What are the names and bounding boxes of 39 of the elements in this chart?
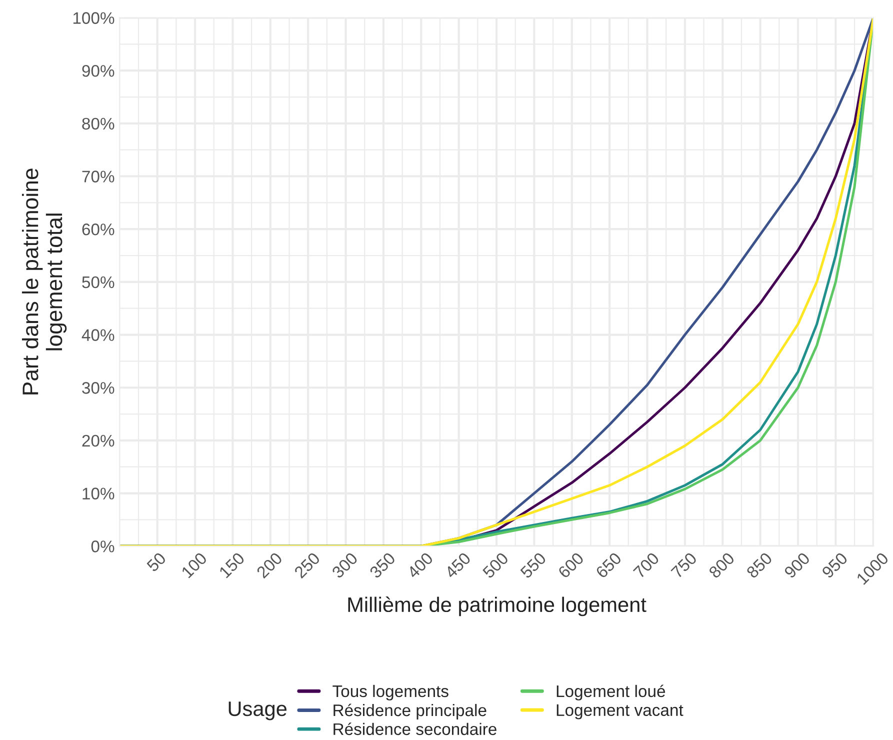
x-tick-label: 200 <box>256 552 283 579</box>
y-tick-label: 30% <box>82 382 114 394</box>
x-tick-label: 250 <box>294 552 321 579</box>
y-tick-label: 40% <box>82 329 114 341</box>
y-tick-label: 70% <box>82 170 114 182</box>
y-tick-label: 80% <box>82 118 114 130</box>
y-tick-label: 0% <box>91 540 114 552</box>
x-tick-label: 50 <box>146 552 167 572</box>
y-tick-label: 10% <box>82 488 114 500</box>
y-tick-label: 50% <box>82 276 114 288</box>
legend-label: Résidence principale <box>334 704 486 720</box>
x-axis-title: Millième de patrimoine logement <box>348 596 646 616</box>
x-tick-label: 800 <box>708 552 736 579</box>
x-tick-label: 900 <box>784 552 811 579</box>
x-tick-label: 750 <box>670 552 698 579</box>
y-tick-label: 100% <box>73 12 114 24</box>
legend-label: Logement loué <box>556 684 666 700</box>
x-tick-label: 550 <box>520 552 547 579</box>
y-tick-label: 60% <box>82 224 114 236</box>
x-tick-label: 350 <box>368 552 396 579</box>
x-tick-label: 850 <box>746 552 773 579</box>
x-tick-label: 700 <box>632 552 660 579</box>
y-tick-label: 20% <box>82 434 114 447</box>
x-tick-label: 300 <box>331 552 358 579</box>
line-series <box>120 18 874 546</box>
y-axis-title: Part dans le patrimoine logement total <box>22 168 67 394</box>
x-tick-label: 400 <box>406 552 434 580</box>
x-tick-label: 450 <box>444 552 472 580</box>
legend-title: Usage <box>228 702 287 720</box>
legend-label: Résidence secondaire <box>334 722 496 736</box>
x-tick-label: 150 <box>218 552 246 578</box>
x-tick-label: 500 <box>482 552 510 579</box>
x-tick-label: 100 <box>180 552 208 578</box>
x-tick-label: 600 <box>557 552 584 579</box>
y-tick-label: 90% <box>82 64 114 77</box>
x-tick-label: 950 <box>821 552 848 579</box>
x-tick-label: 650 <box>595 552 622 579</box>
legend-label: Logement vacant <box>556 704 684 720</box>
legend-label: Tous logements <box>332 684 448 700</box>
